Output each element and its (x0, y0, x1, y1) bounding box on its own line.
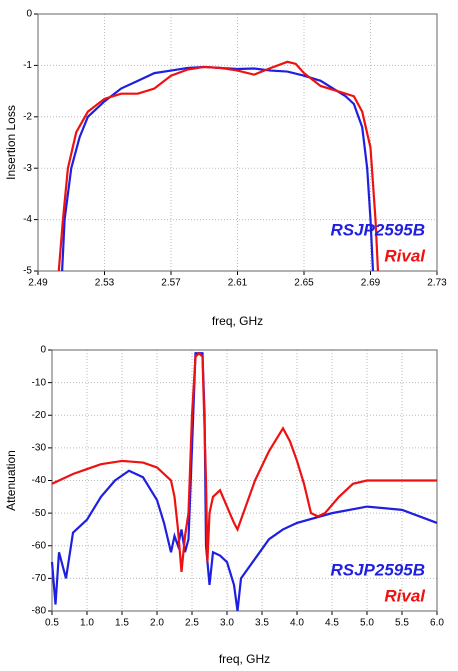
x-tick-label: 2.69 (361, 278, 381, 289)
x-tick-label: 4.0 (290, 618, 304, 629)
y-tick-label: -20 (32, 410, 47, 421)
x-tick-label: 2.73 (427, 278, 447, 289)
legend-label: Rival (384, 246, 426, 265)
x-tick-label: 2.49 (28, 278, 48, 289)
x-tick-label: 1.5 (115, 618, 129, 629)
x-tick-label: 2.61 (228, 278, 248, 289)
legend-label: Rival (384, 586, 426, 605)
x-tick-label: 2.53 (95, 278, 115, 289)
x-tick-label: 1.0 (80, 618, 94, 629)
x-tick-label: 0.5 (45, 618, 59, 629)
y-tick-label: -60 (32, 540, 47, 551)
legend-label: RSJP2595B (330, 220, 425, 239)
y-tick-label: -3 (23, 163, 32, 174)
y-tick-label: -2 (23, 111, 32, 122)
y-tick-label: -30 (32, 443, 47, 454)
x-tick-label: 5.0 (360, 618, 374, 629)
y-axis-label: Insertion Loss (4, 105, 18, 180)
y-tick-label: -5 (23, 266, 32, 277)
y-axis-label: Attenuation (4, 450, 18, 511)
x-tick-label: 2.0 (150, 618, 164, 629)
x-tick-label: 5.5 (395, 618, 409, 629)
x-tick-label: 2.57 (161, 278, 181, 289)
x-tick-label: 2.65 (294, 278, 314, 289)
legend-label: RSJP2595B (330, 560, 425, 579)
y-tick-label: -4 (23, 214, 32, 225)
plot-frame (37, 13, 438, 272)
y-tick-label: -70 (32, 573, 47, 584)
x-axis-label: freq, GHz (219, 652, 270, 666)
series-line (51, 351, 437, 572)
x-tick-label: 2.5 (185, 618, 199, 629)
x-tick-label: 6.0 (430, 618, 444, 629)
y-tick-label: -1 (23, 60, 32, 71)
x-axis-label: freq, GHz (212, 314, 263, 328)
y-tick-label: 0 (26, 9, 32, 20)
y-tick-label: 0 (40, 345, 46, 356)
y-tick-label: -10 (32, 377, 47, 388)
x-tick-label: 3.5 (255, 618, 269, 629)
series-line (57, 60, 380, 272)
y-tick-label: -40 (32, 475, 47, 486)
x-tick-label: 4.5 (325, 618, 339, 629)
x-tick-label: 3.0 (220, 618, 234, 629)
y-tick-label: -80 (32, 606, 47, 617)
y-tick-label: -50 (32, 508, 47, 519)
